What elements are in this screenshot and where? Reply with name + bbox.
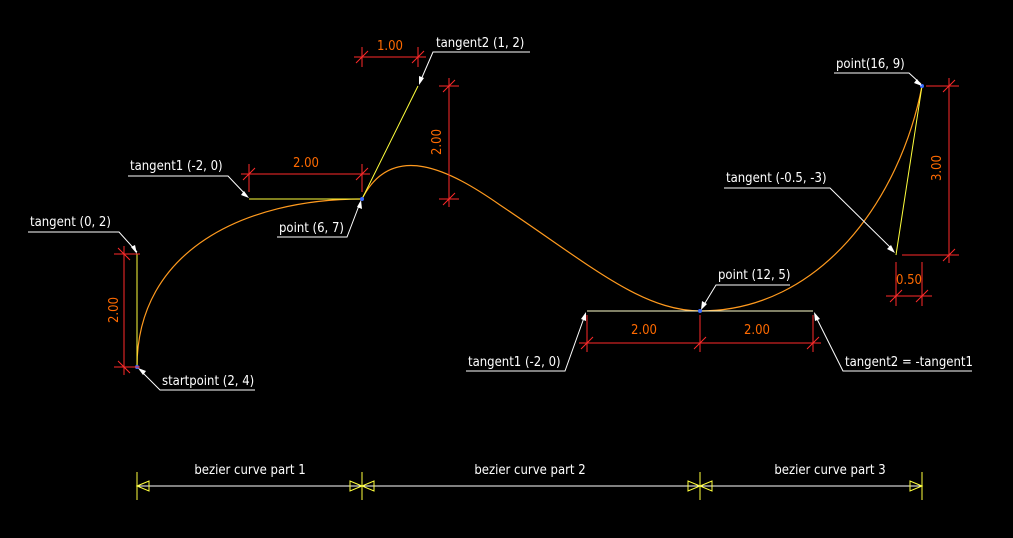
dimension-top-vertical: 2.00 (430, 78, 459, 207)
dimension-top-horizontal-value: 2.00 (293, 156, 319, 171)
label-part-1: bezier curve part 1 (194, 463, 305, 478)
label-point-16-9: point(16, 9) (836, 57, 905, 72)
leader-point-12-5: point (12, 5) (701, 268, 790, 310)
dimension-top-small-value: 1.00 (377, 39, 403, 54)
label-tangent1-mid: tangent1 (-2, 0) (468, 355, 561, 370)
bezier-curve-part-3 (699, 85, 923, 312)
label-tangent1-left: tangent1 (-2, 0) (130, 159, 223, 174)
leader-point-16-9: point(16, 9) (834, 57, 922, 86)
dimension-top-vertical-value: 2.00 (430, 129, 445, 155)
point-12-5-marker (698, 309, 702, 313)
leader-tangent1-left: tangent1 (-2, 0) (128, 159, 249, 198)
label-point-12-5: point (12, 5) (718, 268, 790, 283)
label-tangent2-neg: tangent2 = -tangent1 (845, 355, 973, 370)
tangent-handle-point-6-7-right (361, 85, 419, 200)
label-point-6-7: point (6, 7) (279, 221, 344, 236)
bezier-curve-part-1 (136, 198, 363, 368)
leader-tangent-right: tangent (-0.5, -3) (724, 171, 895, 253)
leader-tangent2-neg: tangent2 = -tangent1 (814, 312, 973, 372)
dimension-right-small-value: 0.50 (896, 273, 922, 288)
dimension-top-horizontal: 2.00 (241, 156, 370, 192)
dimension-mid-left-value: 2.00 (631, 323, 657, 338)
parts-ruler: bezier curve part 1 bezier curve part 2 … (135, 463, 924, 500)
leader-point-6-7: point (6, 7) (277, 200, 362, 238)
dimension-top-small: 1.00 (354, 39, 426, 67)
label-tangent-0-2: tangent (0, 2) (30, 215, 111, 230)
bezier-curve-part-2 (361, 164, 701, 312)
leader-tangent2-1-2: tangent2 (1, 2) (419, 36, 530, 85)
label-part-2: bezier curve part 2 (474, 463, 585, 478)
label-tangent2-1-2: tangent2 (1, 2) (436, 36, 524, 51)
label-tangent-right: tangent (-0.5, -3) (726, 171, 827, 186)
dimension-mid-right-value: 2.00 (744, 323, 770, 338)
dimension-right-small: 0.50 (886, 262, 932, 306)
tangent-handle-end (895, 85, 923, 256)
dimension-mid: 2.00 2.00 (579, 315, 821, 352)
dimension-left-vertical-value: 2.00 (107, 297, 122, 323)
label-part-3: bezier curve part 3 (774, 463, 885, 478)
label-startpoint: startpoint (2, 4) (162, 374, 254, 389)
dimension-right-vertical: 3.00 (902, 78, 959, 263)
dimension-right-vertical-value: 3.00 (930, 155, 945, 181)
dimension-left-vertical: 2.00 (107, 246, 140, 375)
point-6-7-marker (360, 197, 364, 201)
leader-startpoint: startpoint (2, 4) (138, 368, 255, 391)
leader-tangent1-mid: tangent1 (-2, 0) (466, 312, 586, 372)
leader-tangent-0-2: tangent (0, 2) (28, 215, 138, 254)
